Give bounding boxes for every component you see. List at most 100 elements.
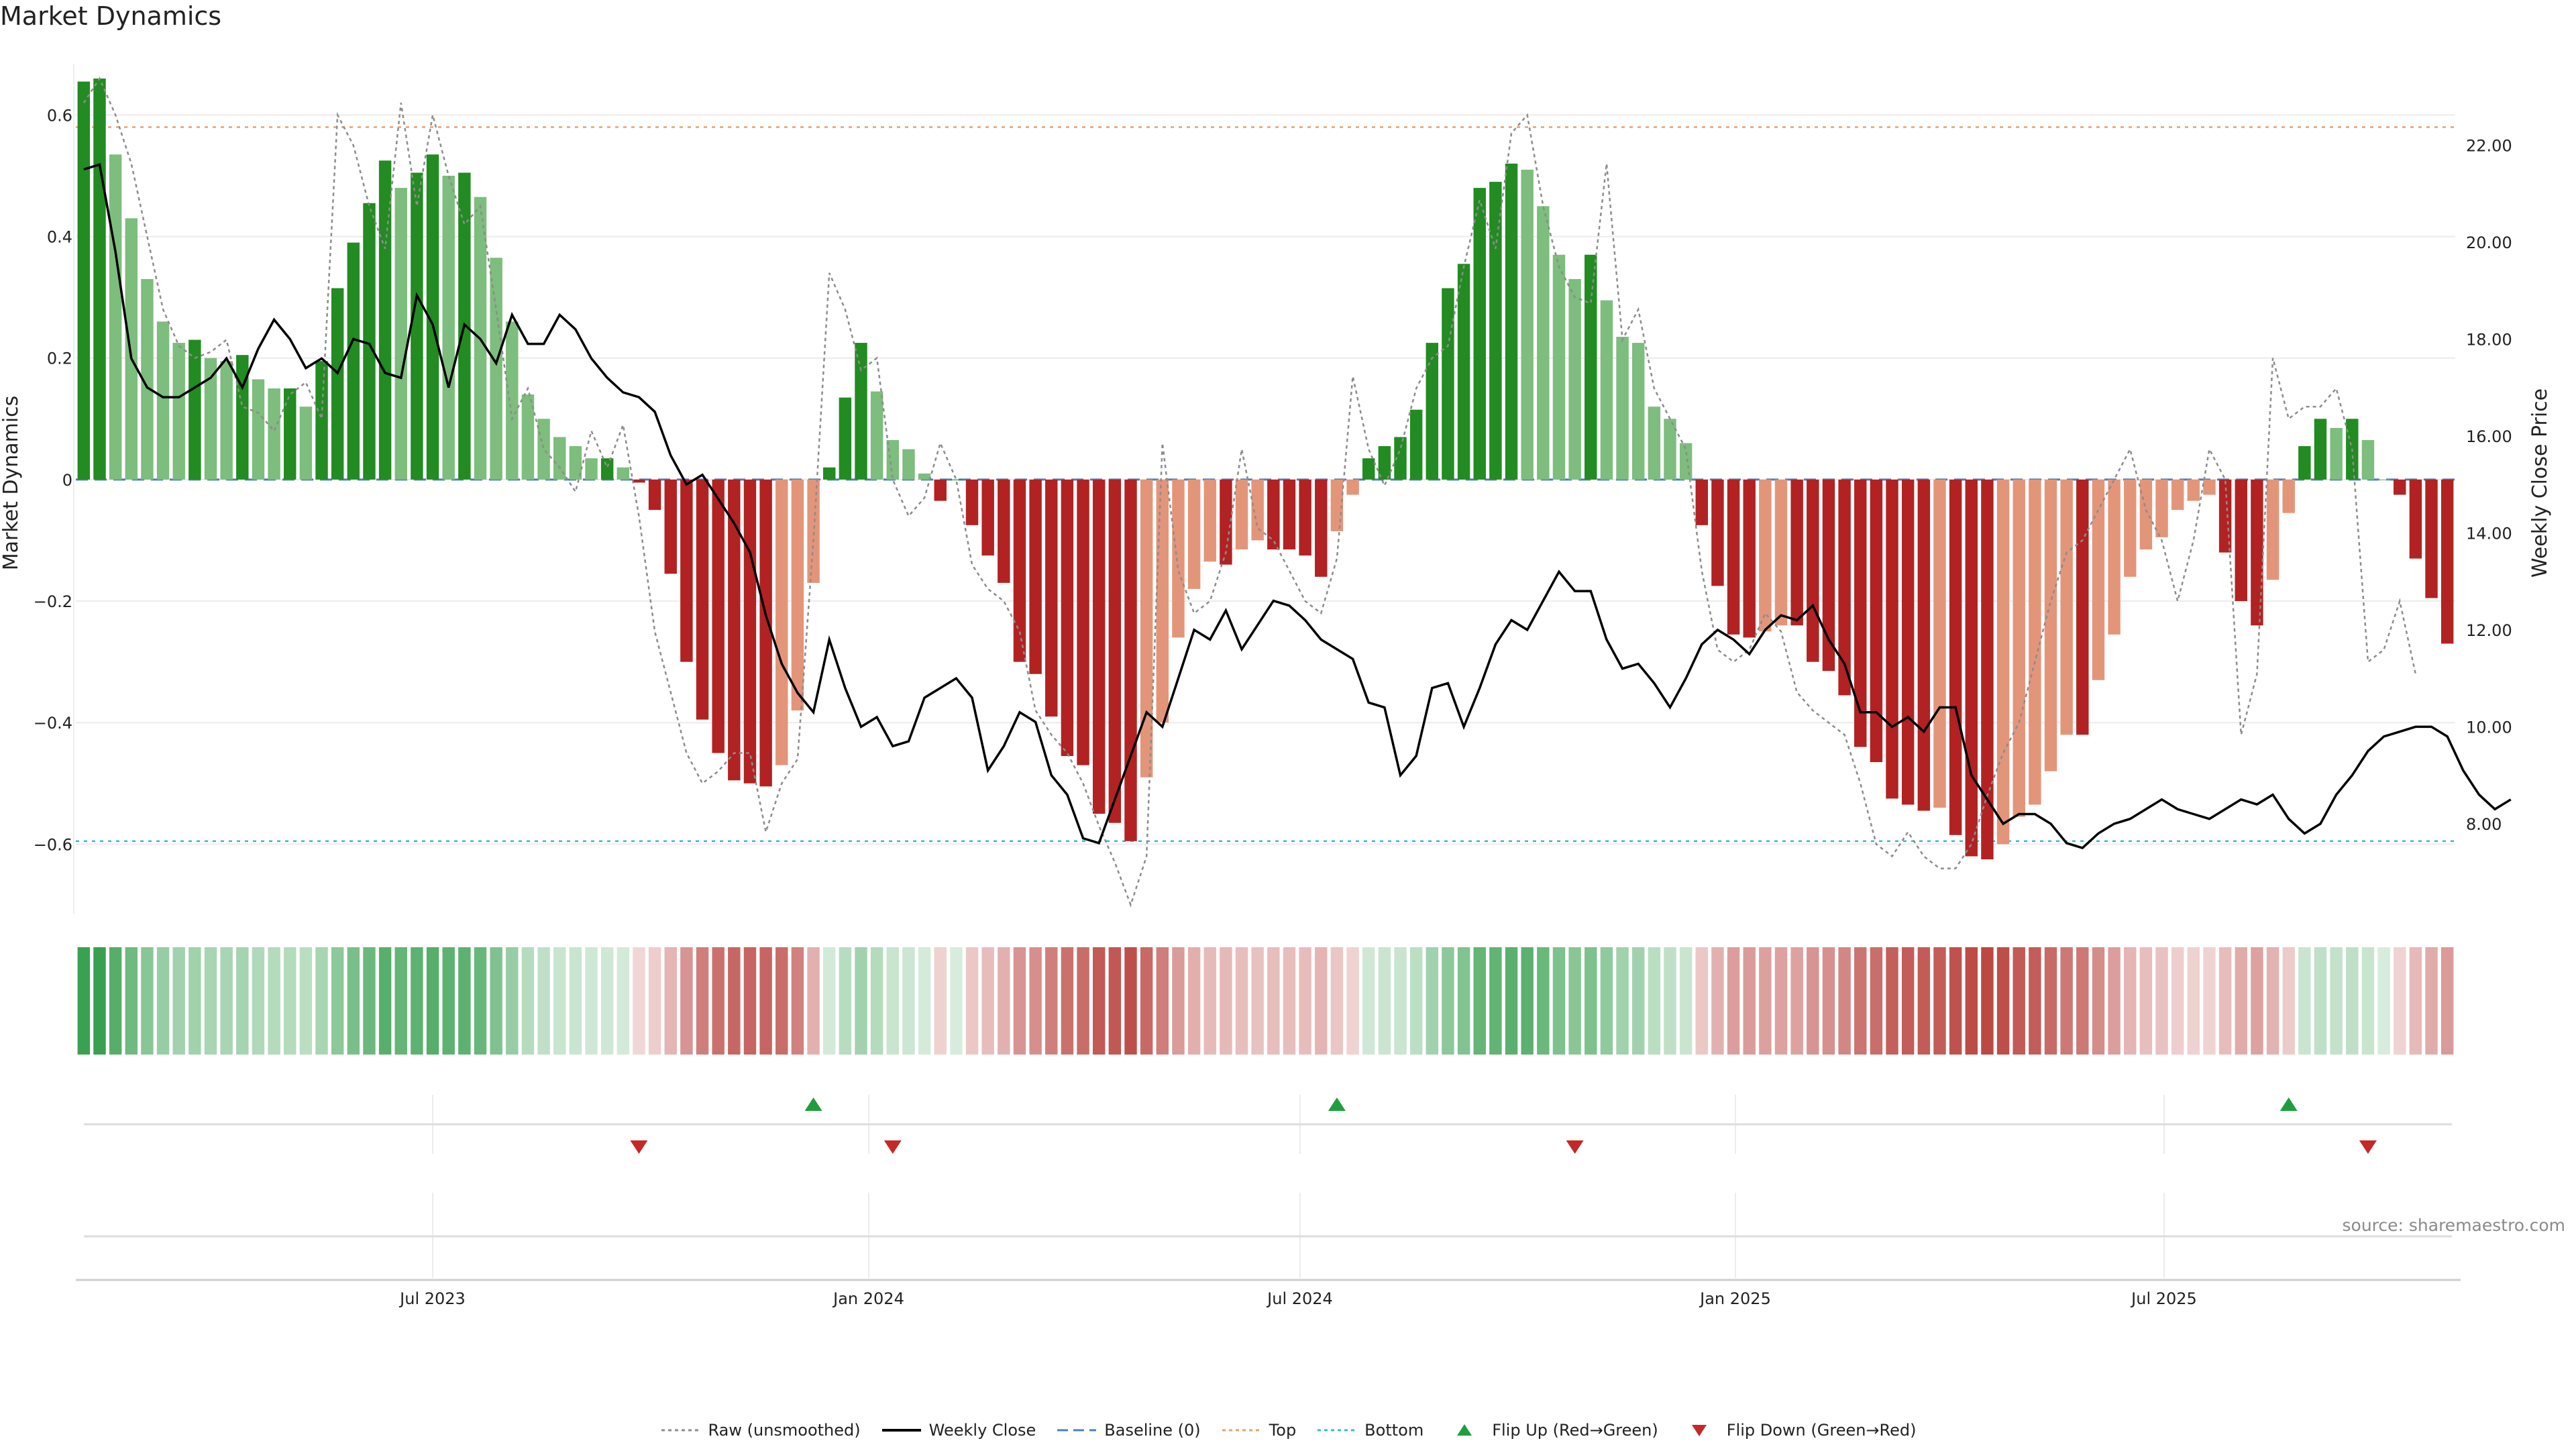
legend-label: Bottom	[1364, 1421, 1424, 1440]
bar	[1124, 479, 1137, 841]
legend-swatch	[1057, 1429, 1097, 1432]
bar	[1981, 479, 1994, 860]
bar	[299, 407, 313, 480]
strip-cell	[506, 947, 519, 1055]
bar	[2394, 479, 2406, 495]
bar	[585, 458, 598, 480]
bar	[965, 479, 979, 525]
bar	[1330, 479, 1344, 531]
strip-cell	[1108, 947, 1122, 1055]
bar	[981, 479, 994, 556]
strip-cell	[220, 947, 233, 1055]
strip-cell	[2251, 947, 2263, 1055]
legend-item: Flip Up (Red→Green)	[1444, 1421, 1658, 1440]
strip-cell	[204, 947, 217, 1055]
bar	[2218, 479, 2232, 553]
legend-label: Raw (unsmoothed)	[708, 1421, 861, 1440]
chart-title: Market Dynamics	[0, 1, 222, 31]
strip-cell	[1156, 947, 1169, 1055]
bar	[1949, 479, 1962, 835]
legend-label: Baseline (0)	[1104, 1421, 1201, 1440]
strip-cell	[1695, 947, 1709, 1055]
strip-cell	[1013, 947, 1026, 1055]
bar	[807, 479, 820, 583]
strip-cell	[411, 947, 423, 1055]
strip-cell	[2092, 947, 2105, 1055]
bar	[680, 479, 693, 662]
strip-cell	[633, 947, 645, 1055]
x-tick-label: Jul 2024	[1266, 1289, 1333, 1308]
bar	[1870, 479, 1883, 763]
strip-cell	[2266, 947, 2279, 1055]
bar	[1267, 479, 1280, 550]
strip-cell	[1203, 947, 1216, 1055]
axes	[73, 64, 2461, 1281]
strip-cell	[2155, 947, 2168, 1055]
x-tick-label: Jul 2025	[2130, 1289, 2197, 1308]
bar	[2425, 479, 2438, 598]
right-tick-label: 20.00	[2466, 233, 2512, 252]
left-tick-label: −0.6	[34, 835, 72, 854]
strip-cell	[2044, 947, 2057, 1055]
strip-cell	[1886, 947, 1898, 1055]
strip-cell	[1790, 947, 1803, 1055]
bar	[1822, 479, 1835, 672]
strip-cell	[1664, 947, 1676, 1055]
bar	[1585, 254, 1597, 480]
bar	[2092, 479, 2105, 680]
strip-cell	[791, 947, 804, 1055]
strip-cell	[189, 947, 201, 1055]
bar	[1711, 479, 1724, 586]
bar	[1378, 446, 1391, 480]
legend-swatch	[1318, 1429, 1357, 1432]
bar	[2298, 446, 2311, 480]
bar	[1743, 479, 1756, 638]
strip-cell	[1568, 947, 1581, 1055]
strip-cell	[125, 947, 138, 1055]
bar	[1457, 264, 1470, 480]
bar	[1774, 479, 1788, 626]
bar	[1140, 479, 1153, 777]
legend-label: Flip Up (Red→Green)	[1492, 1421, 1658, 1440]
bar	[1965, 479, 1978, 857]
bar	[1203, 479, 1216, 562]
legend-item: Flip Down (Green→Red)	[1678, 1421, 1917, 1440]
bar	[394, 188, 407, 480]
bar	[1220, 479, 1232, 565]
bar	[2282, 479, 2295, 513]
strip-cell	[1061, 947, 1074, 1055]
bar	[1426, 343, 1439, 480]
bar	[1616, 337, 1629, 480]
bar	[1552, 254, 1566, 480]
strip-cell	[1933, 947, 1946, 1055]
strip-cell	[569, 947, 582, 1055]
right-tick-label: 10.00	[2466, 718, 2512, 737]
strip-cell	[1346, 947, 1359, 1055]
flip-up-icon	[1328, 1097, 1346, 1111]
strip-cell	[1996, 947, 2010, 1055]
bar	[1409, 409, 1423, 480]
strip-cell	[458, 947, 471, 1055]
bar	[1092, 479, 1106, 814]
strip-cell	[1679, 947, 1693, 1055]
bar	[855, 343, 867, 480]
bars	[77, 78, 2454, 860]
legend-item: Baseline (0)	[1056, 1421, 1201, 1440]
bar	[204, 358, 217, 480]
strip-cell	[378, 947, 392, 1055]
strip-cell	[109, 947, 122, 1055]
color-strip	[77, 947, 2454, 1055]
strip-cell	[1378, 947, 1391, 1055]
bar	[331, 288, 344, 480]
right-tick-label: 12.00	[2466, 621, 2512, 640]
bar	[648, 479, 661, 511]
bar	[1838, 479, 1851, 696]
bar	[1664, 419, 1676, 480]
bar	[490, 258, 502, 480]
strip-cell	[1251, 947, 1264, 1055]
bar	[220, 361, 233, 480]
left-tick-label: 0.6	[47, 106, 72, 125]
strip-cell	[1505, 947, 1518, 1055]
bar	[1679, 443, 1693, 480]
